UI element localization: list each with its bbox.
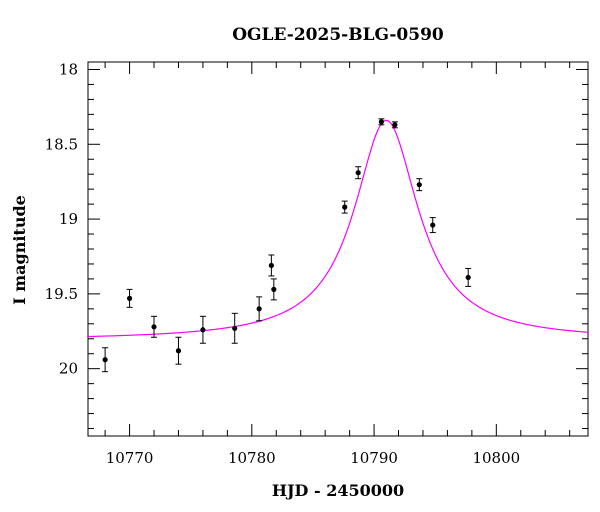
data-point-group (199, 315, 206, 344)
data-point (256, 306, 262, 312)
data-point (200, 327, 206, 333)
data-point-group (341, 200, 348, 214)
axis-tick-labels: 10770 10780 10790 10800 18 18.5 19 19.5 20 (45, 60, 521, 467)
data-point-group (102, 347, 109, 373)
data-point-group (391, 121, 398, 129)
data-point (268, 262, 274, 269)
x-tick-label: 10780 (228, 449, 276, 467)
data-point-group (151, 315, 158, 338)
data-point (175, 348, 182, 354)
data-point-group (256, 296, 263, 322)
data-point (271, 286, 277, 292)
y-tick-label: 20 (59, 360, 78, 378)
data-point (378, 119, 384, 125)
data-point (151, 324, 157, 330)
model-curve-layer (88, 119, 588, 338)
data-point-group (378, 118, 385, 126)
x-axis-label: HJD - 2450000 (272, 481, 404, 500)
axis-ticks (88, 62, 588, 436)
data-point-group (270, 278, 277, 301)
data-point-group (355, 166, 362, 180)
data-point-group (126, 288, 133, 308)
data-point (232, 325, 238, 331)
data-point (465, 274, 471, 281)
x-tick-label: 10800 (472, 449, 520, 467)
y-axis-label: I magnitude (10, 195, 29, 305)
x-tick-label: 10790 (350, 449, 398, 467)
data-point-group (175, 336, 182, 365)
y-tick-label: 18.5 (45, 135, 78, 153)
data-point-group (416, 178, 423, 192)
y-tick-label: 19.5 (45, 285, 78, 303)
y-tick-label: 18 (59, 60, 78, 78)
data-point (355, 170, 361, 176)
data-point (342, 204, 348, 210)
x-tick-label: 10770 (106, 449, 154, 467)
data-point (392, 122, 398, 128)
data-point-group (429, 217, 436, 234)
data-point-group (268, 254, 275, 277)
y-tick-label: 19 (59, 210, 78, 228)
plot-frame (87, 61, 589, 437)
data-point-group (231, 312, 238, 344)
chart-title: OGLE-2025-BLG-0590 (232, 25, 444, 45)
data-point-group (465, 267, 472, 287)
data-point (416, 182, 422, 188)
data-point (430, 222, 436, 228)
model-curve (88, 119, 588, 338)
data-points-layer (102, 118, 472, 373)
data-point (126, 295, 133, 301)
data-point (102, 357, 108, 363)
